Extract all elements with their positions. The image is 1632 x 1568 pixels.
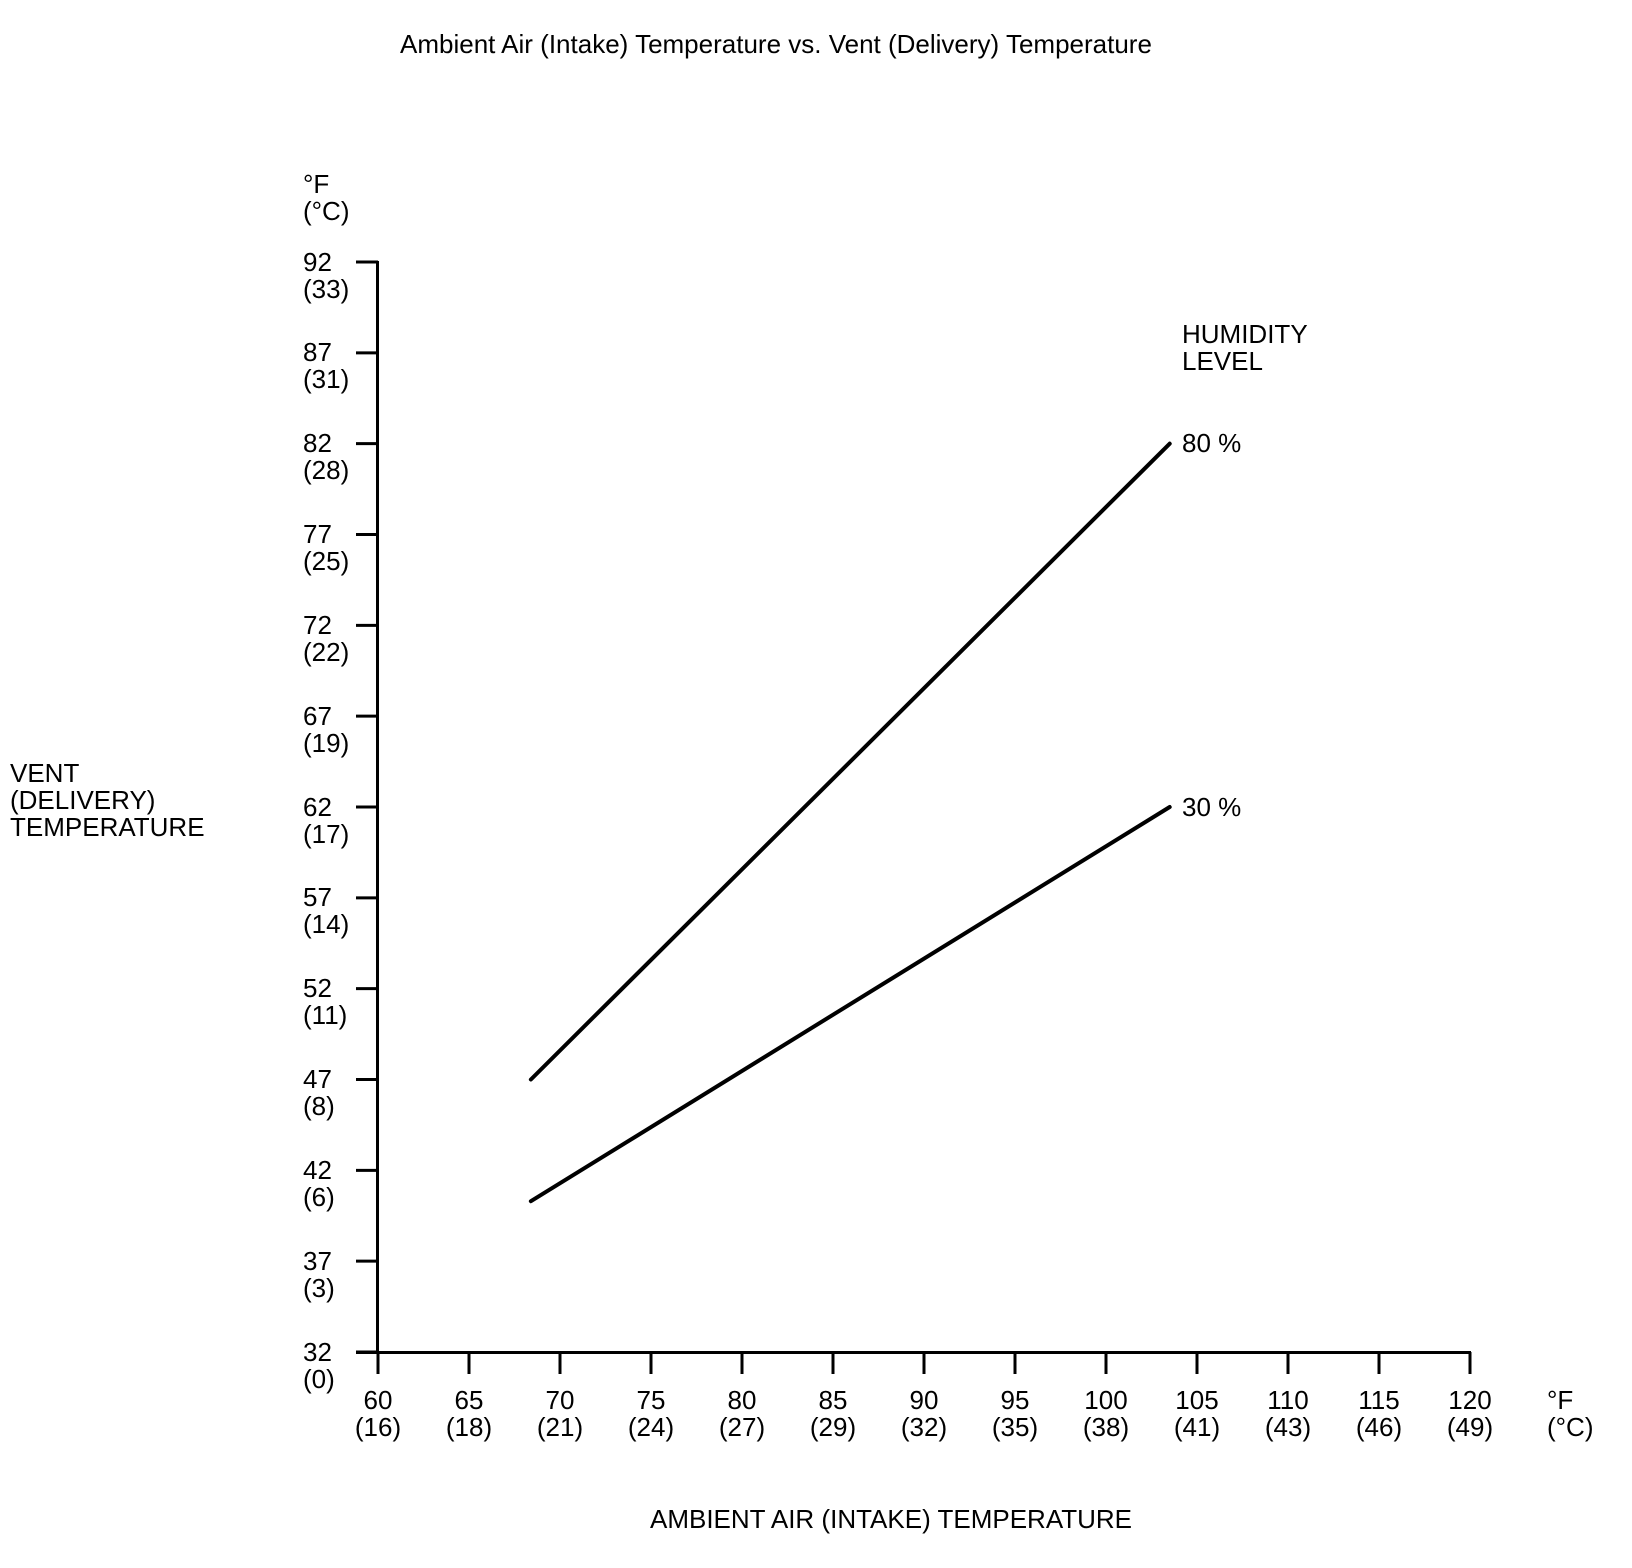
y-tick-label: 77 (25): [303, 519, 350, 576]
y-tick-label: 42 (6): [303, 1155, 335, 1212]
series-label-80-pct: 80 %: [1182, 428, 1242, 458]
x-tick-label: 110 (43): [1264, 1385, 1312, 1442]
chart-title: Ambient Air (Intake) Temperature vs. Ven…: [400, 29, 1152, 59]
y-tick-label: 87 (31): [303, 337, 350, 394]
y-tick-label: 62 (17): [303, 792, 350, 849]
y-tick-label: 37 (3): [303, 1246, 335, 1303]
x-tick-label: 105 (41): [1173, 1385, 1221, 1442]
legend-title: HUMIDITY LEVEL: [1182, 319, 1308, 376]
y-tick-label: 47 (8): [303, 1064, 335, 1121]
x-tick-label: 120 (49): [1446, 1385, 1494, 1442]
x-tick-label: 75 (24): [627, 1385, 675, 1442]
y-tick-label: 67 (19): [303, 701, 350, 758]
y-axis-title: VENT (DELIVERY) TEMPERATURE: [10, 758, 205, 842]
x-tick-label: 60 (16): [354, 1385, 402, 1442]
y-tick-label: 52 (11): [303, 973, 348, 1030]
x-tick-label: 100 (38): [1082, 1385, 1130, 1442]
x-axis-unit-label: °F (°C): [1547, 1385, 1594, 1442]
y-tick-label: 72 (22): [303, 610, 350, 667]
x-tick-label: 90 (32): [900, 1385, 948, 1442]
y-tick-label: 32 (0): [303, 1337, 335, 1394]
series-line-80-pct: [528, 441, 1172, 1082]
series-label-30-pct: 30 %: [1182, 792, 1242, 822]
x-tick-label: 65 (18): [445, 1385, 493, 1442]
y-tick-label: 82 (28): [303, 428, 350, 485]
x-tick-label: 115 (46): [1355, 1385, 1403, 1442]
y-axis-unit-label: °F (°C): [303, 169, 350, 226]
x-tick-label: 70 (21): [536, 1385, 584, 1442]
x-tick-label: 80 (27): [718, 1385, 766, 1442]
y-tick-label: 92 (33): [303, 247, 350, 304]
x-tick-label: 95 (35): [991, 1385, 1039, 1442]
series-line-30-pct: [528, 805, 1172, 1204]
x-tick-label: 85 (29): [809, 1385, 857, 1442]
x-axis-title: AMBIENT AIR (INTAKE) TEMPERATURE: [649, 1504, 1133, 1534]
y-tick-label: 57 (14): [303, 882, 350, 939]
